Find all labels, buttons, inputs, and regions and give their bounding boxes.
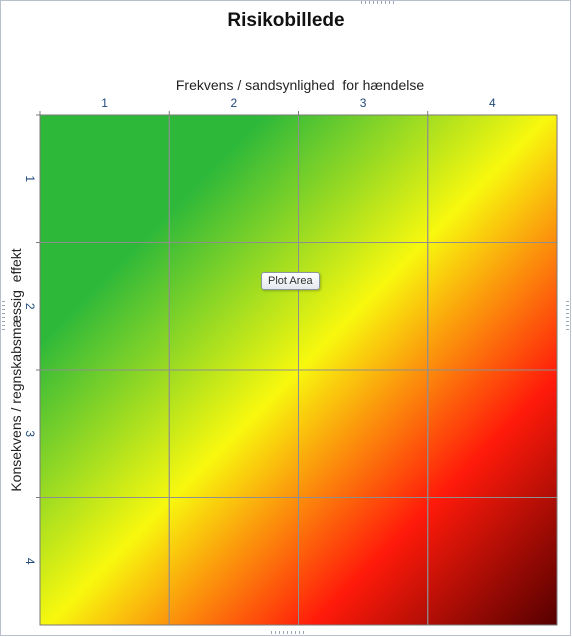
y-tick-label: 4 [23,558,37,565]
y-tick-labels: 1 2 3 4 [23,114,40,565]
y-tick-label: 3 [23,430,37,437]
x-tick-label: 2 [231,96,238,110]
x-tick-label: 3 [360,96,367,110]
resize-handle-right[interactable] [566,301,569,331]
resize-handle-bottom[interactable] [271,631,307,634]
y-tick-label: 2 [23,303,37,310]
x-tick-label: 1 [101,96,108,110]
resize-handle-left[interactable] [2,301,5,331]
plot-area-tooltip: Plot Area [261,272,320,290]
y-tick-label: 1 [23,175,37,182]
chart-title: Risikobillede [227,10,345,31]
x-tick-label: 4 [489,96,496,110]
x-tick-labels: 1 2 3 4 [39,96,496,115]
x-axis-label: Frekvens / sandsynlighed for hændelse [175,77,425,93]
resize-handle-top[interactable] [361,1,397,4]
